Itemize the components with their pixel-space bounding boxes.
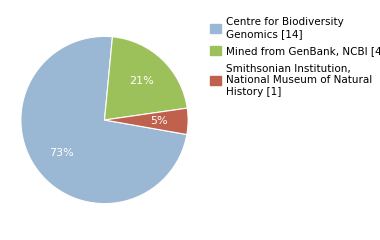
Wedge shape: [105, 37, 187, 120]
Text: 21%: 21%: [130, 76, 154, 86]
Wedge shape: [105, 108, 188, 134]
Text: 73%: 73%: [49, 148, 74, 158]
Wedge shape: [21, 36, 187, 204]
Text: 5%: 5%: [150, 116, 168, 126]
Legend: Centre for Biodiversity
Genomics [14], Mined from GenBank, NCBI [4], Smithsonian: Centre for Biodiversity Genomics [14], M…: [211, 17, 380, 97]
